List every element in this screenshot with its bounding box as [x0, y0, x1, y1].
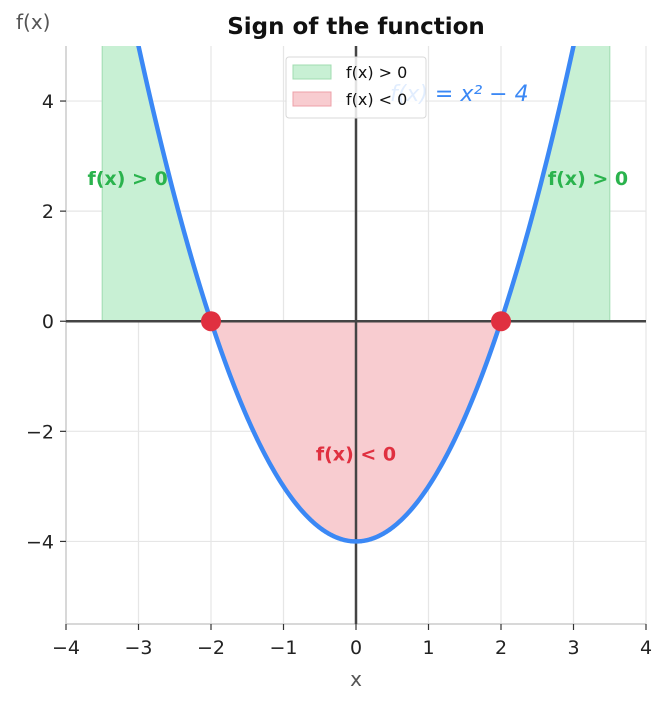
function-curve [136, 46, 576, 544]
root-marker-0 [201, 311, 221, 332]
x-axis-label: x [350, 667, 362, 691]
x-tick-label-8: 4 [640, 637, 652, 659]
region-annotation-2: f(x) < 0 [316, 443, 396, 465]
x-tick-label-7: 3 [567, 637, 579, 659]
region-annotation-1: f(x) > 0 [548, 168, 628, 190]
y-tick-label-2: 0 [42, 311, 54, 333]
legend-label-1: f(x) < 0 [346, 90, 407, 109]
x-tick-label-5: 1 [422, 637, 434, 659]
y-tick-label-3: 2 [42, 201, 54, 223]
shaded-region-positive-2 [501, 46, 610, 322]
x-tick-label-1: −3 [124, 637, 152, 659]
x-tick-label-3: −1 [269, 637, 297, 659]
legend-swatch-1 [292, 91, 332, 107]
x-tick-label-2: −2 [197, 637, 225, 659]
chart-title: Sign of the function [227, 14, 485, 40]
curve-layer [136, 46, 576, 544]
region-annotation-0: f(x) > 0 [87, 168, 167, 190]
region-annotations: f(x) > 0 f(x) > 0 f(x) < 0 [87, 168, 628, 465]
root-markers [201, 311, 511, 332]
y-tick-label-1: −2 [26, 421, 54, 443]
shaded-region-positive-0 [102, 46, 211, 322]
legend: f(x) > 0 f(x) < 0 [285, 56, 427, 119]
x-tick-label-4: 0 [350, 637, 362, 659]
x-tick-label-6: 2 [495, 637, 507, 659]
root-marker-1 [491, 311, 511, 332]
legend-label-0: f(x) > 0 [346, 63, 407, 82]
legend-swatch-0 [292, 64, 332, 80]
x-tick-label-0: −4 [52, 637, 80, 659]
y-tick-label-0: −4 [26, 531, 54, 553]
y-axis-label: f(x) [16, 10, 50, 34]
y-tick-label-4: 4 [42, 91, 54, 113]
tick-labels: −4 −3 −2 −1 0 1 2 3 4 −4 −2 0 2 4 [26, 91, 652, 659]
